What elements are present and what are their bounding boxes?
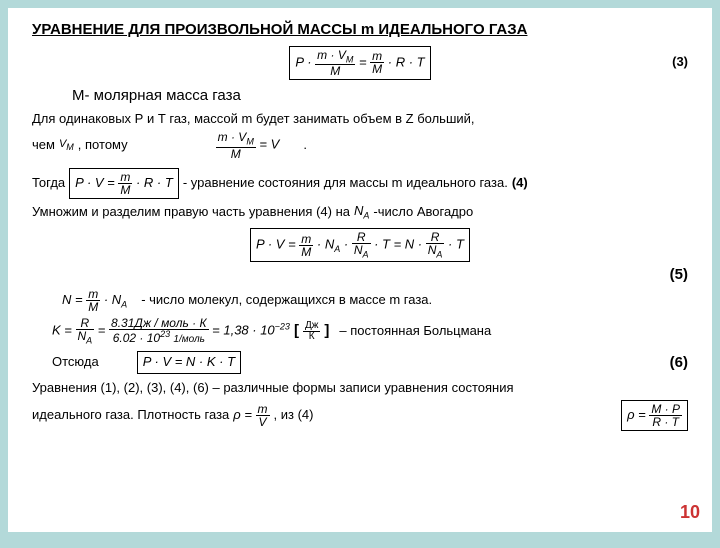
equation-4: P · V = mM · R · T <box>69 168 179 199</box>
para1-c: , потому <box>78 137 128 154</box>
density-final: ρ = M · PR · T <box>621 400 688 431</box>
eq5-number: (5) <box>670 266 688 283</box>
molar-mass-label: М- молярная масса газа <box>72 87 241 104</box>
final-c: , из (4) <box>274 407 314 424</box>
boltzmann-label: – постоянная Больцмана <box>339 323 491 340</box>
slide-title: УРАВНЕНИЕ ДЛЯ ПРОИЗВОЛЬНОЙ МАССЫ m ИДЕАЛ… <box>32 20 688 40</box>
para1-b: чем <box>32 137 55 154</box>
na-symbol: NA <box>354 203 369 222</box>
bracket-unit: [ <box>294 321 299 341</box>
final-b: идеального газа. Плотность газа <box>32 407 229 424</box>
k-definition: K = RNA = 8.31Дж / моль · К6.02 · 1023 1… <box>52 317 290 345</box>
equation-6: P · V = N · K · T <box>137 351 241 374</box>
mol-count-text: - число молекул, содержащихся в массе m … <box>141 292 432 309</box>
vm-symbol: VM <box>59 137 74 154</box>
page-number: 10 <box>680 501 700 524</box>
density-eq: ρ = mV <box>233 403 269 428</box>
n-definition: N = mM · NA <box>62 288 127 313</box>
eq6-number: (6) <box>670 353 688 373</box>
equation-3: P · m · VMM = mM · R · T <box>289 46 430 80</box>
otsyuda-label: Отсюда <box>52 354 99 371</box>
togda-label: Тогда <box>32 175 65 192</box>
equation-5: P · V = mM · NA · RNA · T = N · RNA · T <box>250 228 470 262</box>
para1-d: . <box>303 137 307 154</box>
mult-text-a: Умножим и разделим правую часть уравнени… <box>32 204 350 221</box>
eq4-text: - уравнение состояния для массы m идеаль… <box>183 175 508 192</box>
mult-text-b: -число Авогадро <box>373 204 473 221</box>
para1-a: Для одинаковых Р и Т газ, массой m будет… <box>32 111 475 126</box>
eq3-number: (3) <box>672 54 688 71</box>
eq-volume: m · VMM = V <box>216 131 280 159</box>
unit-frac: ДжК <box>303 321 320 342</box>
final-a: Уравнения (1), (2), (3), (4), (6) – разл… <box>32 380 514 395</box>
eq4-number: (4) <box>512 175 528 192</box>
bracket-unit-close: ] <box>324 321 329 341</box>
